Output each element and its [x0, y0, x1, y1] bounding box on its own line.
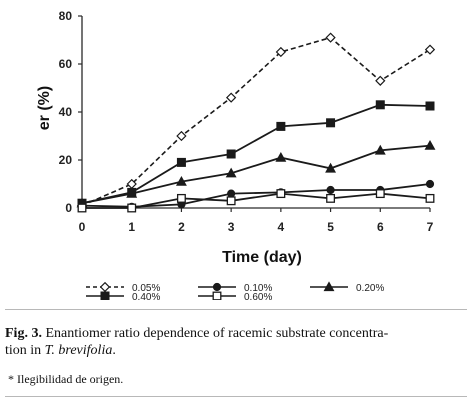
data-point — [276, 189, 286, 199]
data-point — [326, 193, 336, 203]
data-point — [326, 185, 335, 195]
x-tick-label: 6 — [377, 220, 384, 234]
data-point — [227, 189, 236, 198]
legend-label: 0.40% — [132, 292, 160, 300]
data-point — [375, 189, 385, 199]
y-tick-label: 20 — [59, 153, 73, 167]
x-tick-label: 1 — [128, 220, 135, 234]
series-line-0 — [81, 36, 431, 207]
legend-swatch-marker — [212, 282, 222, 292]
data-point — [425, 193, 435, 203]
axes: 0 20 40 60 80 0 1 2 3 4 5 6 7 Time (day) er (%) — [36, 9, 434, 266]
legend-label: 0.10% — [244, 283, 272, 294]
legend-label: 0.20% — [356, 283, 384, 294]
x-axis-title: Time (day) — [222, 249, 302, 266]
legend-swatch-marker — [212, 291, 222, 300]
data-point — [127, 187, 137, 197]
series-line-4 — [82, 192, 431, 209]
legend-item: 0.20% — [310, 281, 384, 294]
data-point — [176, 193, 186, 203]
data-point — [276, 121, 286, 131]
data-point — [275, 151, 287, 162]
data-point — [325, 32, 336, 43]
caption-text-line2-suffix: . — [112, 343, 116, 358]
x-tick-label: 4 — [278, 220, 285, 234]
footnote: * Ilegibilidad de origen. — [8, 372, 124, 386]
data-point — [225, 167, 237, 178]
data-point — [326, 118, 336, 128]
legend-swatch-marker — [99, 281, 111, 293]
data-point — [425, 179, 435, 189]
series-line-3 — [81, 103, 431, 205]
series-line-2 — [81, 144, 431, 205]
caption-rule-top — [5, 309, 467, 310]
data-point — [226, 196, 236, 206]
y-tick-label: 80 — [59, 9, 73, 23]
series-lines — [81, 36, 431, 209]
data-point — [425, 101, 435, 111]
y-axis-title: er (%) — [36, 86, 53, 130]
data-point — [176, 157, 186, 167]
data-point — [325, 162, 337, 173]
y-tick-label: 40 — [59, 105, 73, 119]
x-tick-label: 2 — [178, 220, 185, 234]
legend-swatch-marker — [323, 281, 335, 292]
y-tick-label: 60 — [59, 57, 73, 71]
data-point — [275, 46, 287, 58]
data-point — [77, 203, 87, 213]
data-point — [424, 139, 436, 150]
data-point — [226, 149, 236, 159]
legend-item: 0.40% — [86, 291, 160, 300]
x-tick-label: 5 — [327, 220, 334, 234]
caption-text-line2-prefix: tion in — [5, 343, 45, 358]
figure: 0 20 40 60 80 0 1 2 3 4 5 6 7 Time (day) er (%) 0.05% 0… — [36, 9, 436, 300]
data-point — [424, 44, 436, 55]
data-point — [375, 75, 386, 86]
x-tick-label: 3 — [228, 220, 235, 234]
legend-item: 0.10% — [198, 282, 272, 294]
caption-label: Fig. 3. — [5, 326, 42, 341]
y-tick-label: 0 — [65, 201, 72, 215]
legend: 0.05% 0.10% 0.20% 0.40% 0.60% — [86, 281, 384, 300]
data-point — [127, 203, 137, 213]
series-markers — [76, 32, 436, 213]
caption-rule-bottom — [5, 396, 467, 397]
x-tick-label: 7 — [427, 220, 434, 234]
data-point — [225, 92, 237, 103]
legend-item: 0.60% — [198, 291, 272, 300]
data-point — [374, 144, 386, 155]
data-point — [176, 130, 187, 142]
legend-swatch-marker — [100, 291, 110, 300]
figure-caption: Fig. 3. Enantiomer ratio dependence of r… — [5, 325, 467, 359]
legend-item: 0.05% — [86, 281, 160, 294]
data-point — [375, 100, 385, 110]
data-point — [175, 175, 187, 186]
caption-species: T. brevifolia — [44, 343, 113, 358]
legend-label: 0.05% — [132, 283, 160, 294]
x-tick-label: 0 — [79, 220, 86, 234]
caption-text-line1: Enantiomer ratio dependence of racemic s… — [45, 326, 389, 341]
legend-label: 0.60% — [244, 292, 272, 300]
